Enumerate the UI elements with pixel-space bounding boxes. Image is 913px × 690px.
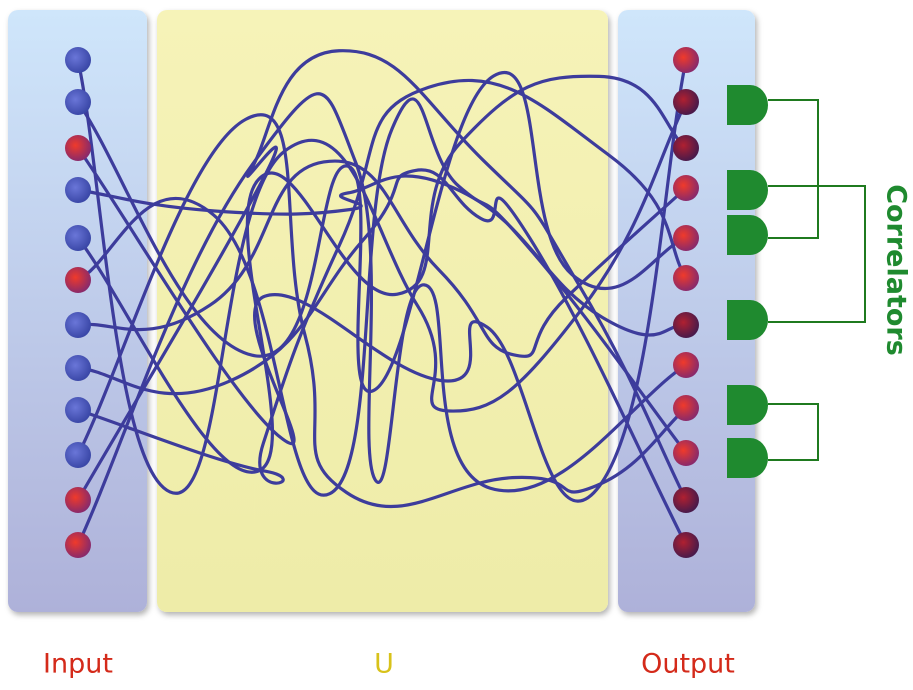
detector: [727, 85, 768, 125]
detector: [727, 438, 768, 478]
output-qubit: [673, 89, 699, 115]
input-qubit: [65, 397, 91, 423]
wire: [77, 97, 688, 497]
detector: [727, 215, 768, 255]
output-qubit: [673, 135, 699, 161]
wire: [76, 74, 688, 474]
wire: [77, 78, 688, 485]
detector: [727, 170, 768, 210]
input-label: Input: [43, 649, 113, 680]
correlator-links: [768, 99, 866, 461]
output-qubit: [673, 265, 699, 291]
u-panel: [157, 10, 608, 612]
output-qubit: [673, 352, 699, 378]
input-qubit: [65, 225, 91, 251]
output-qubit: [673, 175, 699, 201]
detector: [727, 300, 768, 340]
input-qubit: [65, 312, 91, 338]
output-qubit: [673, 47, 699, 73]
output-label: Output: [641, 649, 735, 680]
input-qubit: [65, 487, 91, 513]
output-qubit: [673, 440, 699, 466]
wire: [77, 174, 687, 337]
input-qubit: [65, 47, 91, 73]
input-qubit: [65, 442, 91, 468]
input-qubit: [65, 89, 91, 115]
wire: [76, 92, 687, 546]
output-panel: [618, 10, 755, 612]
wire: [76, 59, 688, 503]
wire: [76, 113, 688, 509]
wire: [76, 49, 688, 501]
input-qubit: [65, 177, 91, 203]
wires: [76, 49, 688, 546]
output-qubit: [673, 487, 699, 513]
input-qubit: [65, 532, 91, 558]
correlators-label: Correlators: [881, 184, 912, 356]
output-qubit: [673, 532, 699, 558]
output-qubit: [673, 225, 699, 251]
correlators: [727, 85, 768, 478]
input-qubit: [65, 135, 91, 161]
detector: [727, 385, 768, 425]
input-qubit: [65, 355, 91, 381]
qubits: [65, 47, 699, 558]
u-label: U: [374, 649, 394, 680]
output-qubit: [673, 312, 699, 338]
output-qubit: [673, 395, 699, 421]
wire: [76, 71, 687, 394]
wire: [77, 168, 688, 546]
input-qubit: [65, 267, 91, 293]
